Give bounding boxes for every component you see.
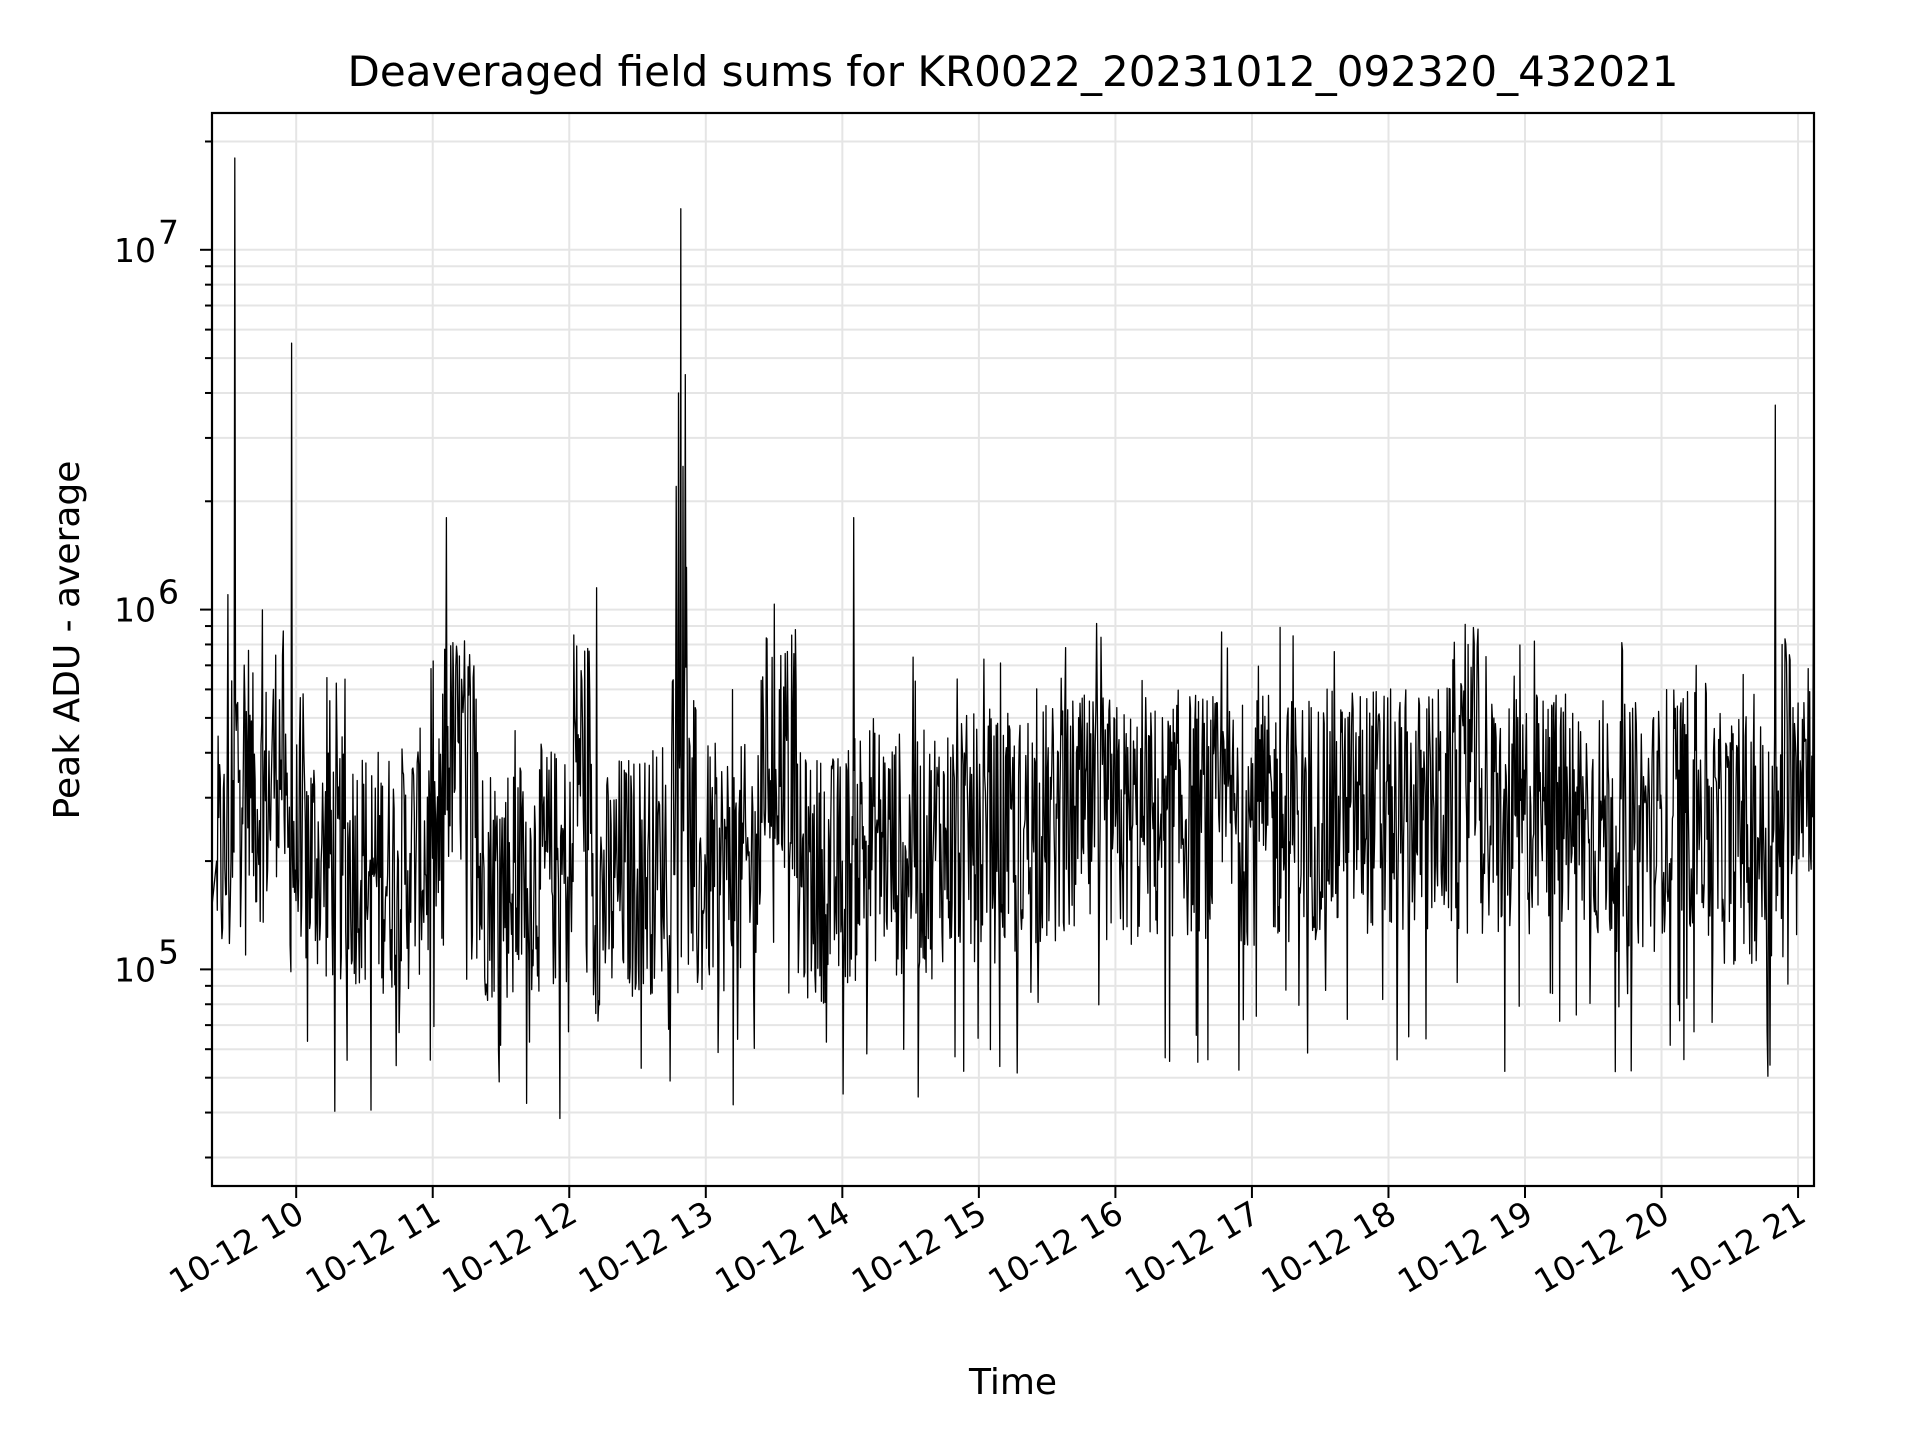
grid — [212, 113, 1814, 1186]
series-line-group — [211, 157, 1815, 1120]
y-tick-label: 10 — [114, 591, 156, 630]
chart-title: Deaveraged field sums for KR0022_2023101… — [348, 47, 1679, 96]
y-axis-label: Peak ADU - average — [47, 461, 88, 820]
y-tick-exponent: 7 — [158, 213, 179, 252]
x-tick-label: 10-12 14 — [708, 1193, 856, 1301]
x-tick-label: 10-12 20 — [1528, 1193, 1676, 1301]
x-tick-label: 10-12 11 — [299, 1193, 447, 1301]
x-tick-label: 10-12 18 — [1254, 1193, 1402, 1301]
x-tick-label: 10-12 17 — [1118, 1193, 1266, 1301]
y-tick-label: 10 — [114, 950, 156, 989]
y-tick-exponent: 5 — [158, 932, 179, 971]
x-tick-label: 10-12 19 — [1391, 1193, 1539, 1301]
y-tick-label: 10 — [114, 231, 156, 270]
x-tick-label: 10-12 12 — [435, 1193, 583, 1301]
y-tick-exponent: 6 — [158, 573, 179, 612]
x-tick-label: 10-12 15 — [845, 1193, 993, 1301]
x-axis-label: Time — [968, 1362, 1057, 1403]
x-tick-label: 10-12 16 — [981, 1193, 1129, 1301]
x-tick-label: 10-12 10 — [162, 1193, 310, 1301]
x-tick-label: 10-12 21 — [1664, 1193, 1812, 1301]
x-tick-label: 10-12 13 — [572, 1193, 720, 1301]
series-line — [211, 157, 1815, 1120]
plot-frame — [210, 111, 1816, 1188]
